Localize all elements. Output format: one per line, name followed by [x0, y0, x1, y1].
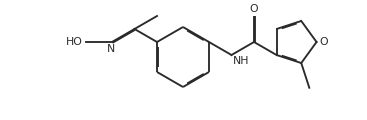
Text: O: O [320, 37, 328, 47]
Text: O: O [250, 4, 258, 14]
Text: HO: HO [66, 37, 83, 47]
Text: N: N [107, 44, 115, 54]
Text: NH: NH [233, 56, 249, 66]
